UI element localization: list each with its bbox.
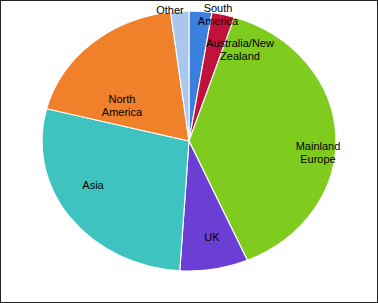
slice-label: Australia/NewZealand xyxy=(206,37,274,62)
slice xyxy=(171,11,189,141)
slice-label-line: South xyxy=(204,2,233,14)
slice-label: Other xyxy=(156,4,184,16)
slice-label-line: Mainland xyxy=(296,140,341,152)
slice xyxy=(180,141,248,271)
pie xyxy=(42,11,336,271)
slice-label-line: America xyxy=(102,106,143,118)
slice-label: Asia xyxy=(82,179,104,191)
chart: SouthAmericaAustralia/NewZealandMainland… xyxy=(0,0,378,303)
slice-label-line: Zealand xyxy=(220,50,260,62)
frame xyxy=(1,1,378,303)
slice-label: SouthAmerica xyxy=(198,2,239,27)
slice-label-line: Australia/New xyxy=(206,37,274,49)
slice-label: NorthAmerica xyxy=(102,93,143,118)
slice-label-line: North xyxy=(109,93,136,105)
slice xyxy=(47,12,189,141)
slice-label: MainlandEurope xyxy=(296,140,341,165)
slice-label-line: Europe xyxy=(300,153,335,165)
slice-label: UK xyxy=(204,231,220,243)
slice-label-line: America xyxy=(198,15,239,27)
